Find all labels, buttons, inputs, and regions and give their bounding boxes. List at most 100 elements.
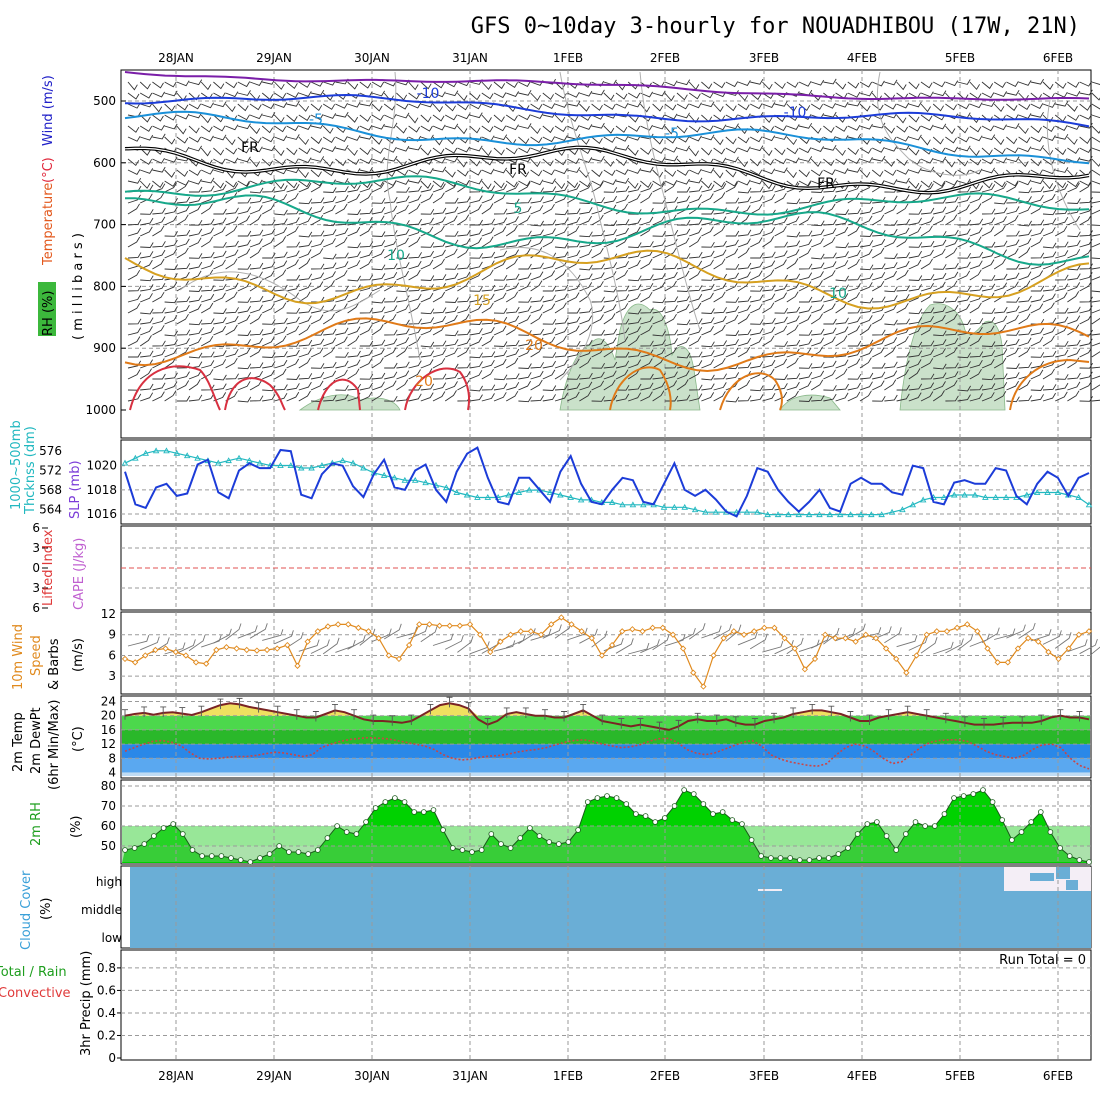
wind-barb — [981, 81, 994, 90]
wind-barb — [615, 185, 630, 193]
wind-barb — [981, 350, 996, 358]
rh-point — [411, 809, 418, 815]
wind-barb — [786, 306, 801, 314]
wind-barb — [811, 79, 825, 86]
wind-barb — [933, 306, 947, 314]
wind-barb — [713, 81, 726, 89]
wind-barb — [579, 180, 592, 188]
wind-barb — [566, 158, 580, 165]
rh-point — [314, 847, 321, 853]
wind10m-point — [761, 624, 768, 631]
wind-barb — [628, 168, 642, 174]
wind-barb — [713, 169, 724, 179]
wind10m-point — [1035, 638, 1042, 645]
rh-contour — [1046, 99, 1081, 231]
wind-barb — [969, 302, 982, 314]
wind-barb — [322, 346, 336, 358]
wind-barb — [1006, 281, 1019, 292]
wind10m-point — [487, 648, 494, 656]
wind-barb — [762, 194, 776, 204]
wind-barb — [1079, 89, 1093, 96]
wind-barb — [457, 158, 468, 168]
rh-point — [710, 811, 716, 817]
wind-barb — [188, 352, 203, 359]
wind-barb — [640, 391, 653, 402]
cloud-level-middle: middle — [81, 903, 122, 917]
wind-barb — [701, 392, 715, 402]
wind-barb — [920, 315, 934, 325]
wind-barb — [274, 392, 288, 402]
wind-barb — [457, 169, 469, 177]
wind-barb — [310, 305, 325, 314]
wind-barb — [347, 359, 361, 369]
wind-barb — [713, 315, 727, 325]
wind-barb — [994, 348, 1008, 358]
wind-barb — [957, 294, 971, 303]
wind10m-point — [497, 638, 504, 645]
wind-barb — [127, 177, 142, 184]
wind-barb — [823, 303, 836, 314]
cape-label: CAPE (J/kg) — [72, 538, 87, 610]
wind-barb — [225, 81, 238, 89]
wind-barb — [518, 281, 531, 292]
rh-point — [825, 855, 832, 861]
wind-barb — [310, 214, 324, 226]
wind-barb — [1067, 348, 1081, 358]
wind-barb — [335, 186, 349, 193]
wind-barb — [920, 382, 935, 391]
wind-barb — [689, 218, 703, 226]
wind-barb — [469, 103, 482, 110]
contour-label: 20 — [525, 338, 543, 354]
wind-barb — [274, 194, 288, 204]
wind-barb — [457, 247, 470, 259]
wind-barb — [603, 92, 615, 101]
wind-barb — [554, 209, 569, 216]
wind-barb — [371, 180, 384, 188]
wind-barb — [164, 90, 178, 97]
wind-barb — [262, 327, 276, 336]
wind-barb — [1042, 260, 1056, 270]
wind-barb — [457, 371, 471, 380]
wind-barb — [945, 304, 959, 314]
wind-barb — [542, 369, 556, 380]
wind-barb — [225, 225, 238, 237]
wind-barb — [249, 379, 263, 391]
thickness-point — [961, 491, 968, 498]
wind10m-point — [619, 628, 626, 635]
thickness-point — [805, 511, 813, 518]
wind10m-point — [568, 621, 575, 628]
wind-barb — [554, 180, 566, 190]
wind-barb — [554, 335, 567, 347]
wind-barb — [981, 383, 996, 391]
wind-barb — [933, 363, 947, 370]
minmax-bar — [484, 718, 491, 729]
wind10m-point — [1075, 631, 1082, 638]
wind-barb — [396, 304, 410, 314]
wind10m-point — [669, 631, 677, 638]
wind10m-barbs-label: & Barbs — [47, 638, 62, 690]
wind-barb — [932, 103, 944, 112]
wind-barb — [1006, 363, 1020, 369]
wind-barb — [1030, 78, 1044, 85]
wind-barb — [371, 81, 385, 88]
wind-barb — [689, 135, 702, 142]
wind-barb — [762, 359, 776, 369]
wind-barb — [408, 360, 422, 369]
rh-point — [295, 849, 302, 855]
wind-barb — [640, 316, 654, 325]
wind-barb — [469, 145, 483, 152]
wind-barb — [896, 114, 907, 124]
wind-barb — [347, 251, 361, 259]
wind-barb — [872, 146, 885, 153]
wind-barb — [1042, 185, 1057, 193]
slp-tick-label: 1016 — [86, 507, 117, 521]
wind-barb — [286, 241, 300, 248]
wind-barb — [749, 158, 761, 167]
wind-barb — [725, 123, 739, 130]
wind-barb — [274, 317, 288, 325]
wind-barb — [847, 100, 861, 107]
contour-label: FR — [509, 162, 527, 178]
date-label-top: 31JAN — [452, 51, 488, 65]
wind-barb — [872, 380, 885, 391]
wind-barb — [750, 319, 764, 325]
